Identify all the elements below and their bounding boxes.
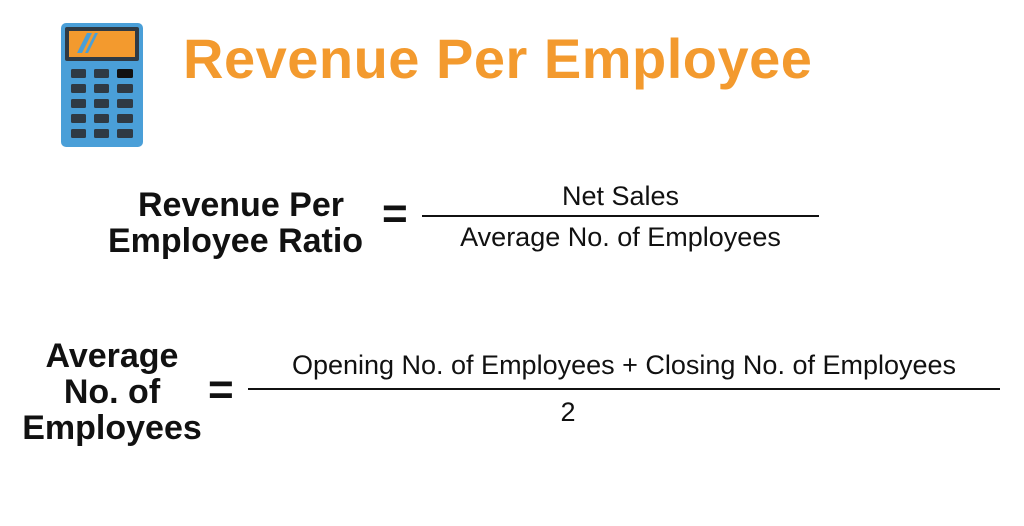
page-title: Revenue Per Employee [183,27,813,90]
formula-2-lhs-line-1: Average [45,337,179,375]
formula-1-equals-sign: = [382,189,408,238]
formula-2-fraction-bar [248,388,1000,390]
formula-2-lhs-line-2: No. of [63,373,161,411]
formula-2-lhs: Average No. of Employees [12,338,212,446]
formula-1-numerator: Net Sales [561,181,680,211]
formula-1-lhs-line-1: Revenue Per [138,186,344,224]
formula-2-lhs-line-3: Employees [22,409,202,447]
formula-1-lhs-line-2: Employee Ratio [108,222,364,260]
calculator-icon [61,23,143,147]
formula-2-numerator: Opening No. of Employees + Closing No. o… [291,350,957,380]
formula-2-denominator: 2 [560,397,576,427]
formula-1-fraction-bar [422,215,819,217]
formula-1-lhs: Revenue Per Employee Ratio [108,187,408,259]
formula-1-denominator: Average No. of Employees [460,222,781,252]
formula-2-equals-sign: = [208,365,234,414]
